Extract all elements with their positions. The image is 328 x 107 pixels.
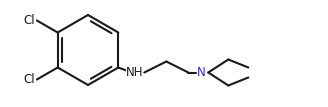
Text: Cl: Cl	[23, 14, 35, 27]
Text: Cl: Cl	[23, 73, 35, 86]
Text: N: N	[197, 66, 206, 79]
Text: NH: NH	[126, 66, 143, 79]
